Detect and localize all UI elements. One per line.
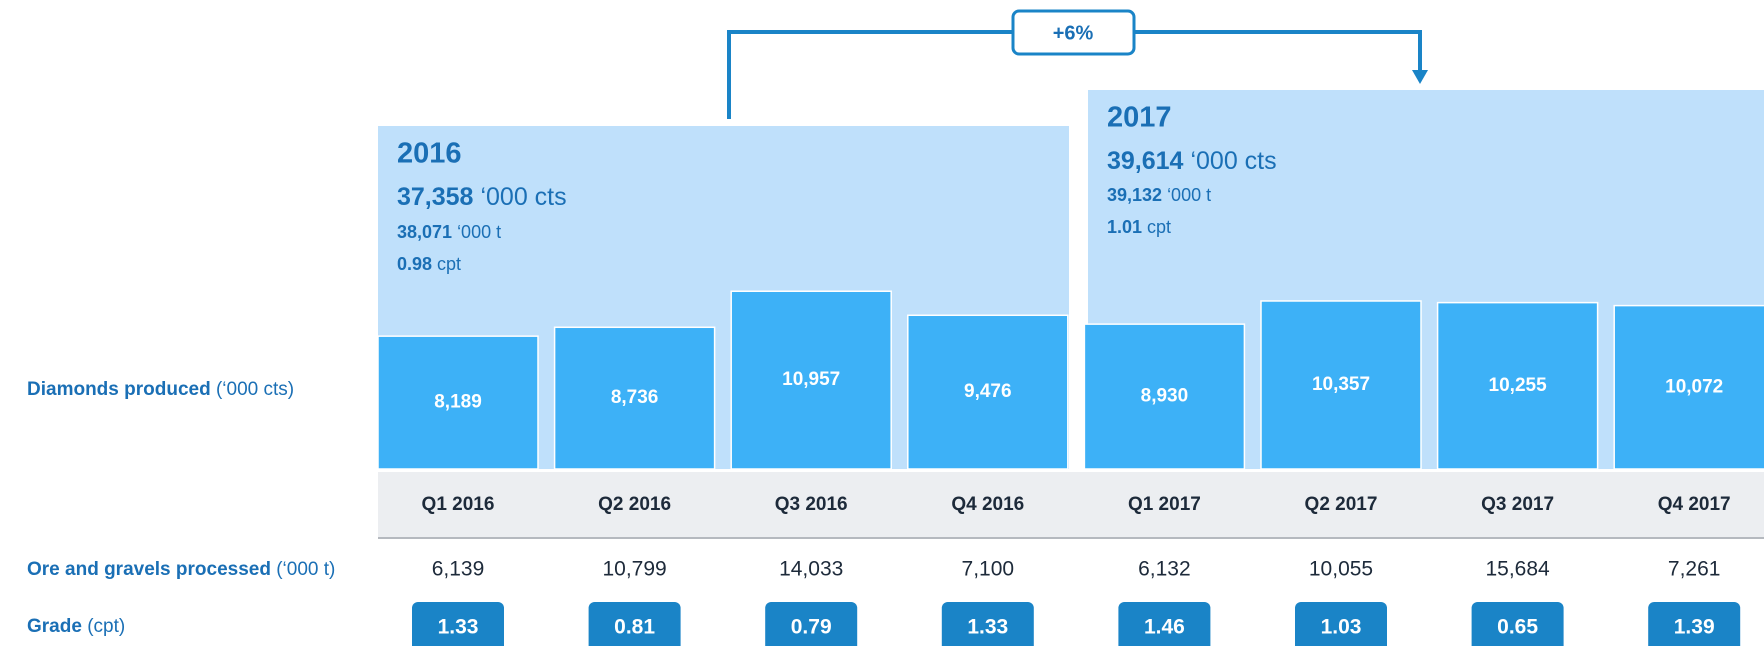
ore-value: 6,132 (1138, 558, 1191, 581)
grade-box (1295, 602, 1387, 646)
row-label-name: Grade (27, 616, 82, 637)
ore-value: 15,684 (1485, 558, 1550, 581)
grade-box (941, 602, 1034, 646)
x-tick-label: Q2 2016 (598, 494, 671, 515)
bar-value-label: 10,072 (1665, 376, 1723, 397)
arrow-head (1412, 70, 1428, 84)
change-box (1011, 9, 1136, 56)
panel-ore-value: 38,071 (397, 222, 452, 242)
grade-box (1471, 602, 1564, 646)
row-label-name: Ore and gravels processed (27, 559, 271, 580)
bar (1613, 304, 1764, 470)
panel-grade-unit: cpt (437, 254, 461, 274)
bar-value-label: 8,189 (434, 392, 482, 413)
ore-value: 14,033 (779, 558, 843, 581)
bar (377, 335, 539, 470)
panel-ore-value: 39,132 (1107, 185, 1162, 205)
panel-carats: 37,358 ‘000 cts (397, 183, 567, 211)
panel-carats-value: 39,614 (1107, 147, 1184, 175)
ore-value: 10,055 (1309, 558, 1373, 581)
change-label: +6% (1053, 22, 1094, 44)
panel-ore-unit: ‘000 t (457, 222, 501, 242)
grade-value: 1.46 (1144, 616, 1185, 639)
ore-value: 7,100 (962, 558, 1015, 581)
x-tick-label: Q2 2017 (1305, 494, 1378, 515)
ore-value: 10,799 (602, 558, 666, 581)
quarter-band (378, 472, 1764, 538)
bar (1436, 301, 1599, 470)
panel-ore: 38,071 ‘000 t (397, 222, 501, 242)
panel-carats-unit: ‘000 cts (480, 183, 566, 211)
panel-carats: 39,614 ‘000 cts (1107, 147, 1277, 175)
panel-grade: 0.98 cpt (397, 254, 461, 274)
panel-grade-value: 1.01 (1107, 217, 1142, 237)
grade-box (412, 602, 504, 646)
row-label-name: Diamonds produced (27, 379, 211, 400)
grade-box (765, 602, 858, 646)
x-tick-label: Q4 2016 (951, 494, 1024, 515)
row-label-unit: (cpt) (87, 616, 125, 637)
panel-grade: 1.01 cpt (1107, 217, 1171, 237)
bar (1260, 300, 1422, 470)
row-label: Ore and gravels processed (‘000 t) (27, 559, 335, 580)
grade-value: 1.33 (967, 616, 1008, 639)
row-label-unit: (‘000 t) (276, 559, 335, 580)
x-tick-label: Q1 2017 (1128, 494, 1201, 515)
grade-value: 0.65 (1497, 616, 1538, 639)
grade-value: 1.33 (438, 616, 479, 639)
grade-value: 0.81 (614, 616, 655, 639)
bar (730, 290, 892, 470)
row-label: Diamonds produced (‘000 cts) (27, 379, 294, 400)
grade-value: 0.79 (791, 616, 832, 639)
x-tick-label: Q1 2016 (422, 494, 495, 515)
grade-box (1648, 602, 1741, 646)
bar (907, 314, 1069, 470)
bar (553, 326, 716, 470)
grade-value: 1.39 (1674, 616, 1715, 639)
x-tick-label: Q4 2017 (1658, 494, 1731, 515)
panel-ore: 39,132 ‘000 t (1107, 185, 1211, 205)
panel-grade-value: 0.98 (397, 254, 432, 274)
grade-value: 1.03 (1321, 616, 1362, 639)
bar-value-label: 8,736 (611, 387, 659, 408)
grade-box (588, 602, 681, 646)
panel-year: 2016 (397, 138, 462, 170)
row-label: Grade (cpt) (27, 616, 125, 637)
panel-carats-unit: ‘000 cts (1190, 147, 1276, 175)
bar-value-label: 9,476 (964, 381, 1012, 402)
x-tick-label: Q3 2017 (1481, 494, 1554, 515)
ore-value: 7,261 (1668, 558, 1721, 581)
panel-grade-unit: cpt (1147, 217, 1171, 237)
bar-value-label: 10,255 (1489, 375, 1548, 396)
panel-ore-unit: ‘000 t (1167, 185, 1211, 205)
panel-carats-value: 37,358 (397, 183, 474, 211)
bar-value-label: 10,357 (1312, 374, 1370, 395)
bar (1083, 323, 1246, 470)
bar-value-label: 10,957 (782, 369, 840, 390)
x-tick-label: Q3 2016 (775, 494, 848, 515)
bar-value-label: 8,930 (1141, 386, 1189, 407)
grade-box (1118, 602, 1211, 646)
row-label-unit: (‘000 cts) (216, 379, 294, 400)
panel-year: 2017 (1107, 102, 1172, 134)
ore-value: 6,139 (432, 558, 485, 581)
